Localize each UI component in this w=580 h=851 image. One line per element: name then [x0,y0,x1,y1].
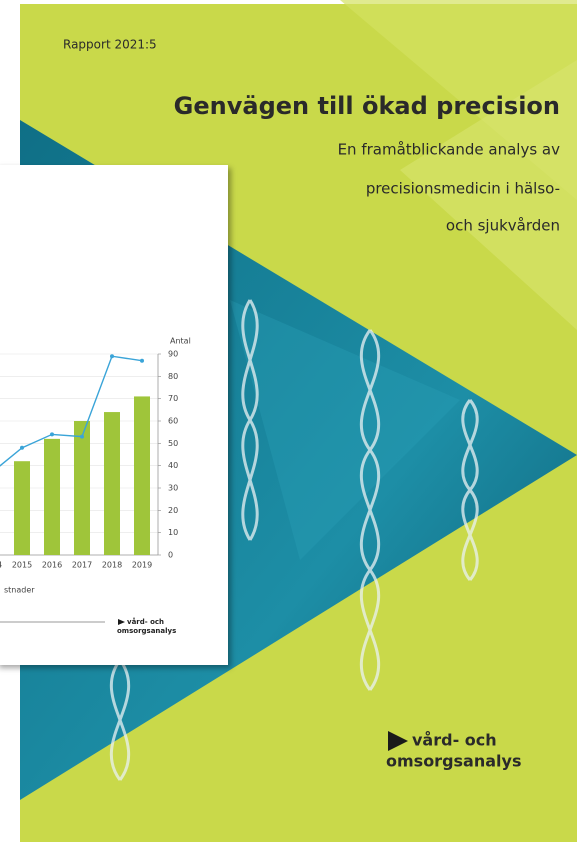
y2-tick-label: 40 [168,461,178,470]
line [0,355,143,467]
cover-title: Genvägen till ökad precision [174,92,560,120]
y2-tick-label: 0 [168,551,173,560]
logo-text: omsorgsanalys [386,752,521,771]
bar [44,438,60,555]
dna [109,299,479,781]
subtitle-line: En framåtblickande analys av [338,141,561,159]
logo-text: vård- och [127,617,164,626]
inset-chart: stnader vård- och omsorgsanalys Antal 0 10… [0,337,191,635]
bar [104,412,120,555]
logo-arrow [118,619,125,625]
logo-text: vård- och [412,731,497,750]
x-tick-label: 2017 [72,561,92,570]
y2-tick-label: 30 [168,484,178,493]
bar [74,421,90,555]
y2-tick-label: 10 [168,528,178,537]
subtitle-line: och sjukvården [446,217,560,235]
x-tick-label: 2018 [102,561,122,570]
point [20,445,24,450]
y2-tick-label: 70 [168,394,178,403]
x-tick-label: 2015 [12,561,32,570]
subtitle-line: precisionsmedicin i hälso- [366,180,560,198]
y2-tick-label: 90 [168,350,178,359]
logo-arrow [388,731,408,751]
point [110,354,114,359]
bar [134,396,150,555]
y2-tick-label: 20 [168,506,178,515]
report-number: Rapport 2021:5 [63,38,157,52]
x-tick-label: 2019 [132,561,152,570]
y2-tick-label: 80 [168,372,178,381]
decor [400,60,577,330]
point [50,432,54,437]
x-tick-label: 2014 [0,561,2,570]
axis-title: Antal [170,337,191,346]
legend-fragment: stnader [4,586,35,595]
y2-tick-label: 60 [168,417,178,426]
logo-text: omsorgsanalys [117,627,176,635]
x-tick-label: 2016 [42,561,62,570]
point [80,434,84,439]
point [140,358,144,363]
y2-tick-label: 50 [168,439,178,448]
decor [230,300,460,560]
bar [14,461,30,555]
